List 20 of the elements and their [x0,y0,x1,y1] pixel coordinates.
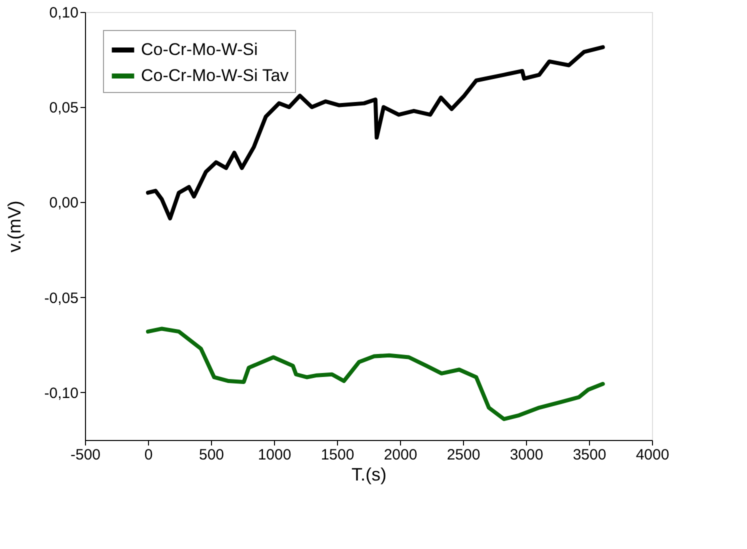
x-tick-label: 2000 [384,446,418,464]
line-series [146,326,605,422]
x-tick-label: 500 [198,446,224,464]
legend-label: Co-Cr-Mo-W-Si Tav [141,66,290,85]
x-tick-label: 0 [144,446,153,464]
x-axis-title: T.(s) [352,464,386,484]
y-tick-label: -0,10 [44,384,78,402]
x-tick-label: 4000 [636,446,670,464]
x-tick-label: 1000 [258,446,292,464]
x-tick-label: 2500 [446,446,480,464]
x-tick-label: 3000 [510,446,544,464]
legend-label: Co-Cr-Mo-W-Si [141,40,258,59]
y-axis-title: v.(mV) [4,200,24,252]
x-tick-label: -500 [70,446,101,464]
y-tick-label: 0,00 [49,194,78,212]
x-tick-label: 1500 [320,446,354,464]
y-tick-label: 0,05 [49,100,78,117]
x-tick-label: 3500 [572,446,606,464]
y-tick-label: -0,05 [44,290,78,307]
y-tick-label: 0,10 [49,4,78,22]
